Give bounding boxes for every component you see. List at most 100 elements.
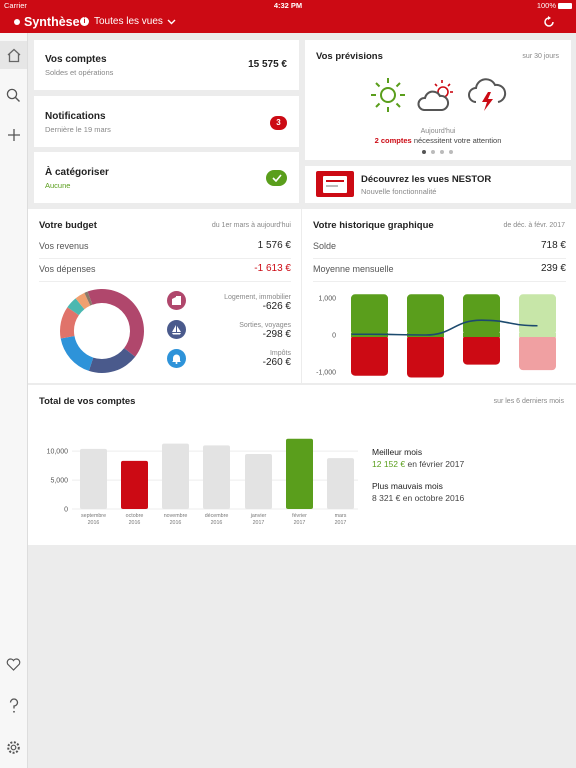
info-icon[interactable]: i — [80, 17, 89, 26]
page-dot[interactable] — [449, 150, 453, 154]
history-chart[interactable]: 1,000 0 -1,000 — [302, 285, 576, 381]
search-button[interactable] — [0, 81, 27, 109]
category-value: -260 € — [262, 357, 291, 368]
settings-button[interactable] — [0, 733, 27, 761]
best-month-value: 12 152 € — [372, 459, 406, 469]
page-dot[interactable] — [440, 150, 444, 154]
accounts-subtitle: Soldes et opérations — [45, 68, 114, 77]
y-tick-label: 5,000 — [50, 478, 68, 485]
y-tick-label: 10,000 — [47, 449, 69, 456]
month-bar[interactable] — [80, 448, 107, 509]
help-icon — [9, 698, 18, 713]
help-button[interactable] — [0, 692, 27, 720]
donut-slice[interactable] — [88, 348, 136, 373]
page-dot[interactable] — [431, 150, 435, 154]
page-title: Synthèse — [24, 15, 80, 29]
worst-month-label: Plus mauvais mois — [372, 481, 443, 491]
category-value: -298 € — [262, 329, 291, 340]
month-bar[interactable] — [121, 460, 148, 509]
notifications-count-badge: 3 — [270, 116, 287, 130]
nestor-card[interactable]: Découvrez les vues NESTOR Nouvelle fonct… — [305, 166, 571, 203]
month-bar[interactable] — [286, 438, 313, 509]
x-tick-label: décembre — [205, 513, 229, 519]
y-tick-label: 1,000 — [318, 296, 336, 303]
total-title: Total de vos comptes — [39, 396, 136, 407]
balance-label: Solde — [313, 241, 337, 251]
expense-bar[interactable] — [407, 335, 444, 378]
page-dot-active[interactable] — [422, 150, 426, 154]
best-month: Meilleur mois 12 152 € en février 2017 — [372, 447, 464, 469]
income-bar[interactable] — [351, 294, 388, 335]
forecast-alert-text: nécessitent votre attention — [413, 136, 502, 145]
x-tick-label: janvier — [250, 513, 267, 519]
income-bar[interactable] — [407, 294, 444, 335]
income-bar[interactable] — [463, 294, 500, 335]
x-tick-label: 2016 — [88, 520, 100, 526]
balance-value: 718 € — [540, 240, 566, 251]
views-label: Toutes les vues — [94, 16, 163, 27]
budget-title: Votre budget — [39, 220, 97, 231]
settings-icon — [7, 740, 20, 754]
total-period: sur les 6 derniers mois — [493, 398, 564, 405]
total-accounts-chart[interactable]: 10,0005,0000septembre2016octobre2016nove… — [28, 419, 363, 539]
refresh-icon[interactable] — [542, 15, 556, 29]
expenses-value: -1 613 € — [254, 263, 291, 274]
forecast-day-label: Aujourd'hui — [420, 128, 456, 135]
expenses-row[interactable]: Vos dépenses -1 613 € — [39, 259, 291, 282]
notifications-title: Notifications — [45, 111, 106, 122]
page-dots[interactable] — [422, 150, 453, 154]
donut-slice[interactable] — [60, 336, 94, 371]
category-label: Logement, immobilier — [224, 294, 291, 301]
monthly-average-label: Moyenne mensuelle — [313, 264, 394, 274]
cloud-sun-icon — [417, 80, 453, 111]
storm-icon — [468, 78, 507, 111]
donut-slice[interactable] — [67, 298, 85, 316]
income-row[interactable]: Vos revenus 1 576 € — [39, 236, 291, 259]
monthly-average-row[interactable]: Moyenne mensuelle 239 € — [313, 259, 566, 282]
balance-trend-line — [351, 319, 538, 336]
total-card[interactable]: Total de vos comptes sur les 6 derniers … — [28, 385, 576, 545]
history-card[interactable]: Votre historique graphique de déc. à fév… — [302, 209, 576, 383]
month-bar[interactable] — [203, 445, 230, 509]
categorize-card[interactable]: À catégoriser Aucune — [34, 152, 299, 203]
worst-month: Plus mauvais mois 8 321 € en octobre 201… — [372, 481, 464, 503]
empty-area — [28, 545, 576, 768]
add-button[interactable] — [0, 121, 27, 149]
expense-bar[interactable] — [519, 335, 556, 371]
income-bar[interactable] — [519, 294, 556, 335]
accounts-card[interactable]: Vos comptes Soldes et opérations 15 575 … — [34, 40, 299, 90]
home-button[interactable] — [0, 41, 27, 69]
x-tick-label: novembre — [164, 513, 188, 519]
budget-donut-chart[interactable] — [59, 288, 145, 374]
nestor-subtitle: Nouvelle fonctionnalité — [361, 187, 437, 196]
notifications-card[interactable]: Notifications Dernière le 19 mars 3 — [34, 96, 299, 147]
x-tick-label: octobre — [126, 513, 144, 519]
x-tick-label: 2017 — [335, 520, 347, 526]
views-dropdown[interactable]: Toutes les vues — [94, 16, 176, 27]
x-tick-label: 2016 — [211, 520, 223, 526]
forecast-card[interactable]: Vos prévisions sur 30 jours Aujourd'hui … — [305, 40, 571, 160]
x-tick-label: 2017 — [294, 520, 306, 526]
left-sidebar — [0, 33, 28, 768]
nestor-illustration-icon — [316, 171, 354, 197]
expenses-label: Vos dépenses — [39, 264, 96, 274]
y-tick-label: 0 — [332, 333, 336, 340]
balance-row[interactable]: Solde 718 € — [313, 236, 566, 259]
status-time: 4:32 PM — [273, 1, 303, 10]
worst-month-value: 8 321 € — [372, 493, 401, 503]
month-bar[interactable] — [245, 454, 272, 509]
month-bar[interactable] — [327, 458, 354, 509]
home-icon — [7, 48, 20, 62]
favorites-button[interactable] — [0, 650, 27, 678]
budget-card[interactable]: Votre budget du 1er mars à aujourd'hui V… — [28, 209, 301, 383]
donut-slice[interactable] — [60, 307, 79, 339]
donut-slice[interactable] — [87, 289, 144, 357]
x-tick-label: septembre — [81, 513, 106, 519]
expense-bar[interactable] — [463, 335, 500, 365]
expense-bar[interactable] — [351, 335, 388, 376]
month-bar[interactable] — [162, 443, 189, 509]
budget-period: du 1er mars à aujourd'hui — [211, 222, 291, 229]
donut-slice[interactable] — [84, 291, 93, 306]
donut-slice[interactable] — [75, 292, 91, 310]
history-title: Votre historique graphique — [313, 220, 434, 231]
